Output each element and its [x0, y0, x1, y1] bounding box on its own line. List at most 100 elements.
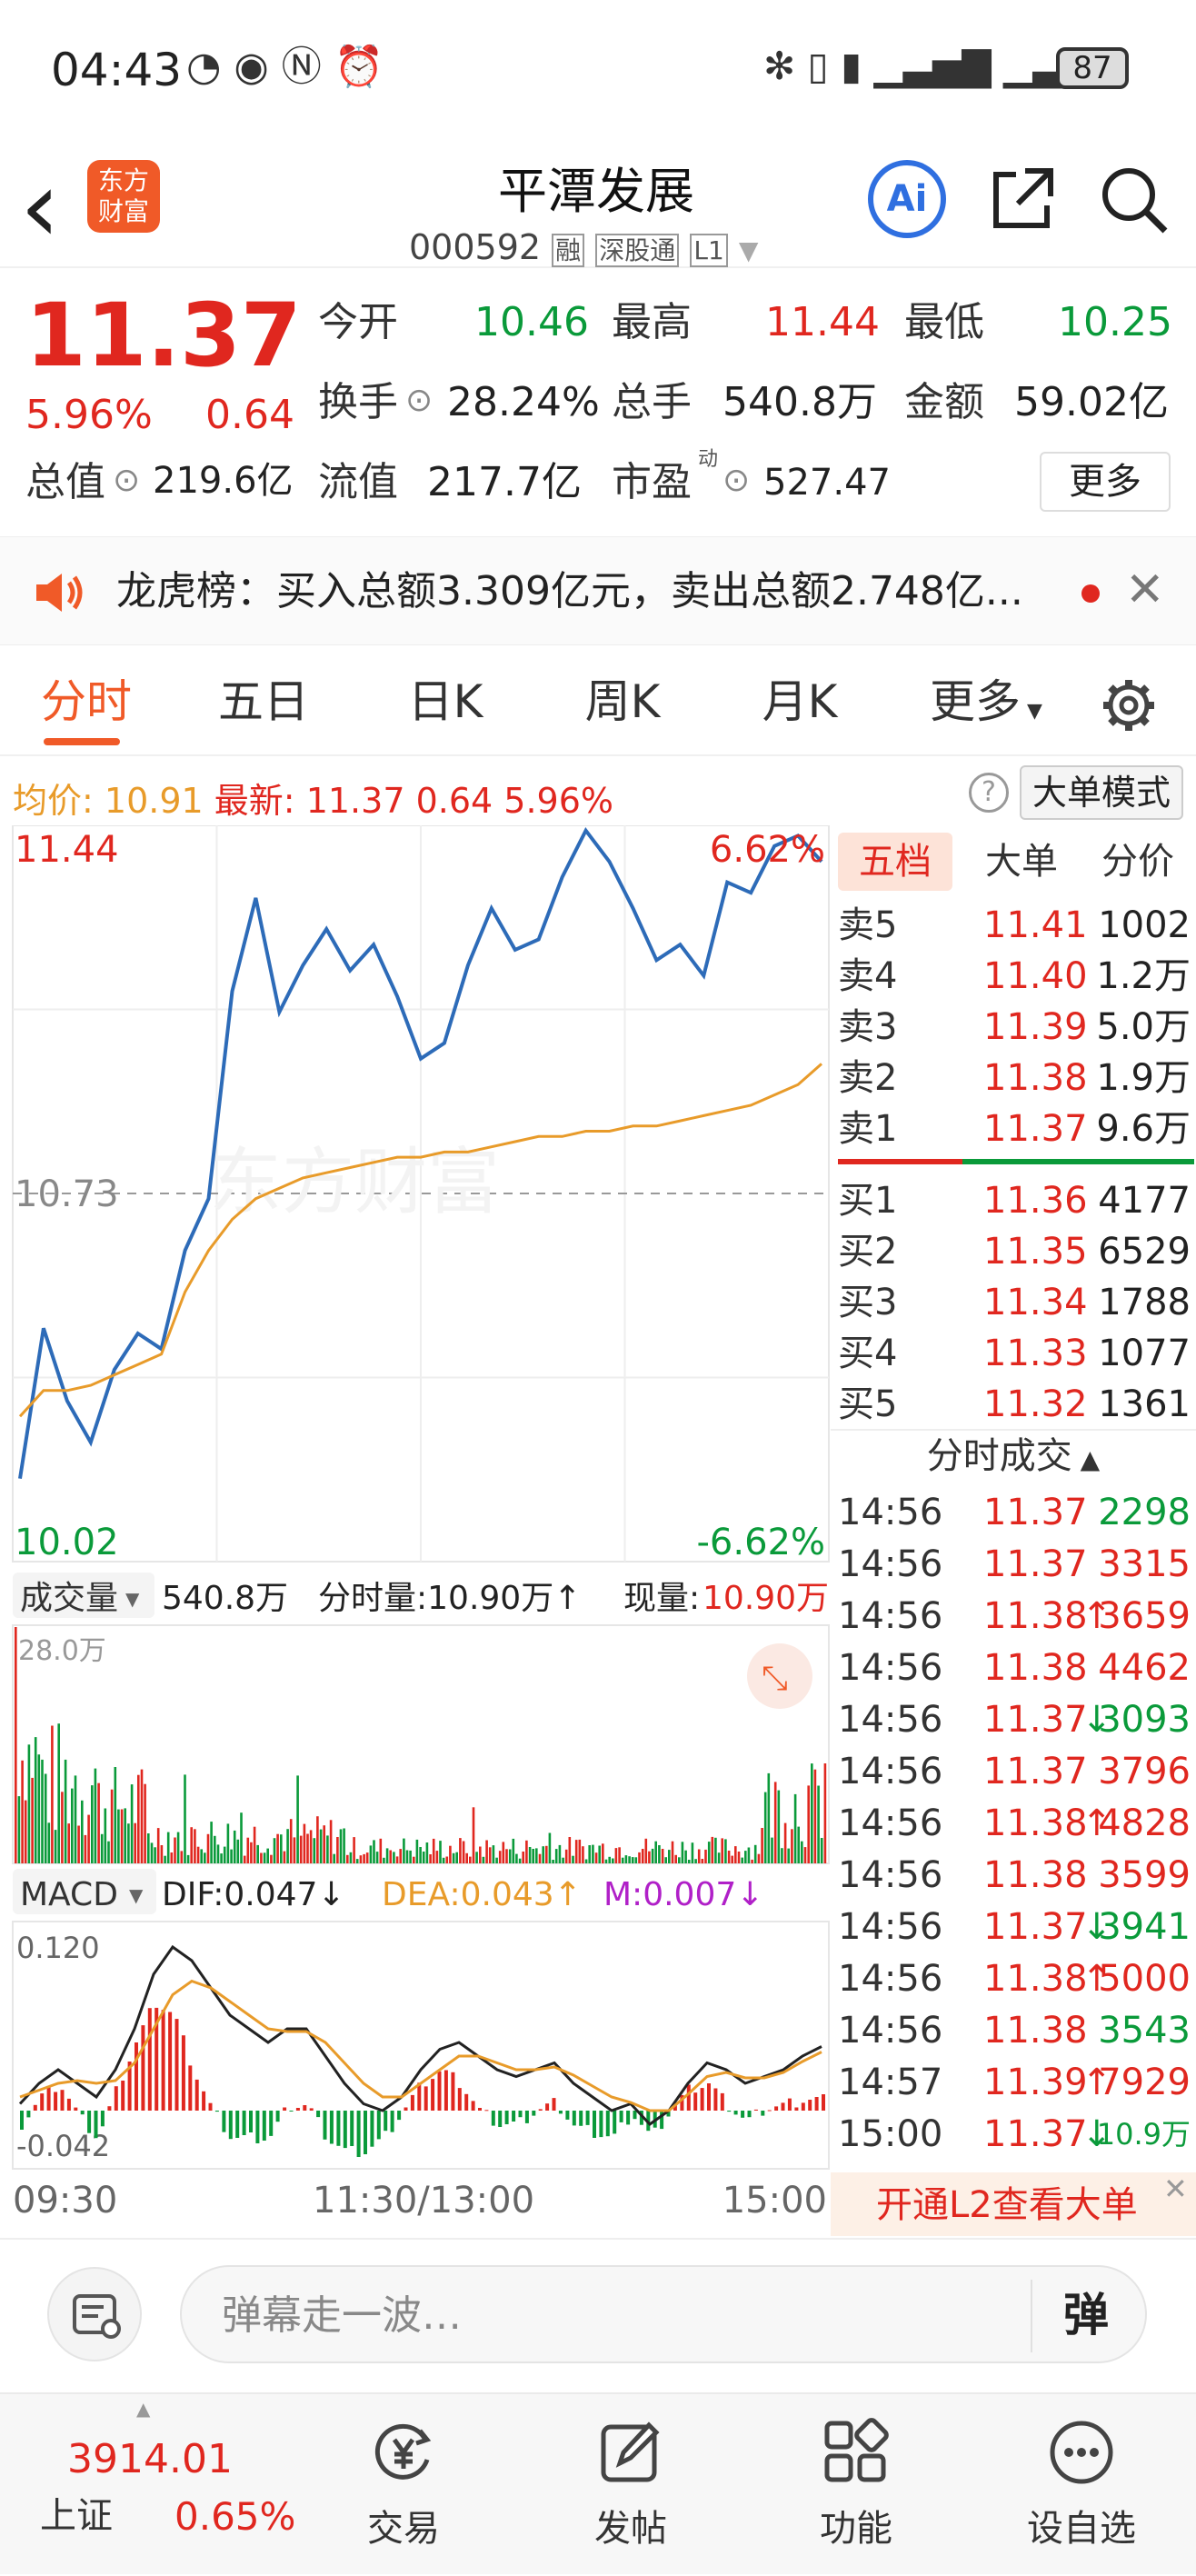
latest-value: 11.37	[305, 781, 405, 821]
volume-bar	[253, 1826, 256, 1863]
gear-icon[interactable]	[1100, 676, 1158, 734]
trade-arrow: ↑	[1081, 1958, 1112, 2000]
volume-total: 540.8万	[162, 1580, 288, 1617]
close-icon[interactable]: ✕	[1163, 2172, 1188, 2206]
tab-more[interactable]: 更多 ▼	[918, 647, 1054, 756]
stock-code: 000592	[409, 227, 542, 267]
notice-bar[interactable]: 龙虎榜：买入总额3.309亿元，卖出总额2.748亿... ✕	[0, 536, 1196, 645]
index-ticker[interactable]: ▲ 3914.01 上证 0.65%	[0, 2394, 327, 2576]
volume-bar	[226, 1823, 230, 1863]
tab-intraday[interactable]: 分时	[41, 675, 132, 728]
ob-price: 11.32	[983, 1383, 1088, 1425]
danmu-input[interactable]: 弹幕走一波… 弹	[180, 2265, 1147, 2363]
chart-tabs: 分时 五日 日K 周K 月K 更多 ▼	[0, 647, 1196, 756]
volume-bar	[273, 1838, 276, 1863]
nav-trade[interactable]: 交易	[313, 2394, 494, 2576]
volume-bar	[568, 1837, 572, 1863]
volume-bar	[425, 1842, 429, 1863]
ob-tab-price[interactable]: 分价	[1101, 841, 1174, 883]
tab-daily-k[interactable]: 日K	[407, 675, 483, 728]
ob-tab-five[interactable]: 五档	[838, 833, 952, 891]
yen-icon	[374, 2423, 432, 2480]
danmu-toggle-button[interactable]: 弹	[1063, 2289, 1109, 2341]
orderbook-row: 买2 11.35 6529	[838, 1226, 1194, 1277]
volume-bar	[34, 1737, 37, 1863]
macd-bar	[437, 2071, 442, 2111]
stock-code-row[interactable]: 000592 融 深股通 L1 ▼	[409, 227, 758, 267]
ob-price: 11.41	[983, 904, 1088, 946]
volume-bar	[283, 1851, 286, 1863]
price-series-line-0	[18, 826, 823, 1480]
volume-bar	[817, 1785, 820, 1863]
volume-bar	[813, 1769, 817, 1863]
volume-bar	[638, 1852, 641, 1863]
trade-arrow: ↓	[1081, 1699, 1112, 1741]
macd-bar	[114, 2086, 118, 2111]
ob-level: 买1	[838, 1180, 898, 1222]
high-value: 11.44	[765, 299, 880, 345]
ob-volume: 1788	[1098, 1282, 1191, 1323]
trade-time: 14:56	[838, 1958, 943, 2000]
trade-row: 14:56 11.38 4462	[838, 1642, 1194, 1694]
trade-time: 14:56	[838, 1906, 943, 1948]
more-button[interactable]: 更多	[1040, 452, 1171, 512]
danmu-list-button[interactable]	[47, 2267, 142, 2361]
turnover-label: 换手	[318, 379, 398, 425]
macd-bar	[613, 2111, 617, 2134]
volume-bar	[296, 1775, 299, 1863]
macd-dea: DEA:0.043↑	[382, 1876, 582, 1913]
volume-bar	[319, 1829, 323, 1863]
volume-bar	[678, 1857, 681, 1863]
volume-bar	[263, 1852, 266, 1863]
volume-bar	[475, 1852, 478, 1863]
volume-bar	[399, 1849, 402, 1863]
trade-time: 14:56	[838, 1751, 943, 1792]
latest-chg: 0.64	[415, 781, 493, 821]
search-icon[interactable]	[1098, 164, 1171, 236]
help-icon[interactable]: ?	[969, 773, 1009, 813]
trade-row: 14:56 11.38 3543	[838, 2005, 1194, 2057]
pe-label: 市盈	[612, 459, 692, 505]
nav-watchlist[interactable]: 设自选	[991, 2394, 1172, 2576]
avg-value: 10.91	[104, 781, 204, 821]
volume-bar	[365, 1852, 369, 1863]
volume-bar	[753, 1844, 757, 1863]
tab-weekly-k[interactable]: 周K	[584, 675, 661, 728]
ob-volume: 9.6万	[1096, 1108, 1191, 1150]
volume-bar	[731, 1855, 733, 1863]
nav-function[interactable]: 功能	[765, 2394, 947, 2576]
volume-bar	[64, 1759, 67, 1863]
volume-bar	[124, 1808, 126, 1863]
ob-tab-big[interactable]: 大单	[985, 841, 1058, 883]
back-button[interactable]: ‹	[20, 148, 60, 265]
latest-pct: 5.96%	[503, 781, 614, 821]
danmu-divider	[1031, 2280, 1032, 2352]
volume-bar	[246, 1837, 250, 1863]
close-icon[interactable]: ✕	[1125, 563, 1165, 617]
volume-bar	[634, 1857, 638, 1863]
ai-button[interactable]: Ai	[868, 160, 946, 238]
volume-bar	[512, 1838, 515, 1863]
trades-title[interactable]: 分时成交 ▲	[831, 1429, 1196, 1485]
intraday-chart[interactable]: 东方财富 11.44 10.73 10.02 6.62% -6.62% 成交量 ▼ 540.8万…	[0, 825, 831, 2236]
macd-bar	[579, 2111, 583, 2126]
volume-bar	[180, 1851, 184, 1863]
notice-text: 龙虎榜：买入总额3.309亿元，卖出总额2.748亿...	[116, 568, 1023, 614]
change-value: 0.64	[205, 392, 294, 438]
bigmode-button[interactable]: 大单模式	[1020, 765, 1183, 820]
status-icons: ◔ ◉ Ⓝ ⏰	[186, 44, 384, 90]
volume-bar	[166, 1832, 170, 1863]
volume-bar	[604, 1859, 608, 1863]
l2-banner[interactable]: 开通L2查看大单 ✕	[831, 2172, 1196, 2236]
macd-bar	[410, 2094, 414, 2111]
chevron-up-icon: ▲	[1071, 1444, 1101, 1474]
volume-bar	[204, 1852, 206, 1863]
tab-5day[interactable]: 五日	[218, 675, 309, 728]
watermark-logo: 东方财富	[209, 1142, 500, 1223]
tab-monthly-k[interactable]: 月K	[762, 675, 838, 728]
volume-bar	[419, 1847, 422, 1863]
nav-post[interactable]: 发帖	[540, 2394, 722, 2576]
expand-icon: ⤡	[762, 1660, 788, 1697]
share-icon[interactable]	[989, 164, 1058, 233]
macd-bar	[619, 2111, 623, 2122]
